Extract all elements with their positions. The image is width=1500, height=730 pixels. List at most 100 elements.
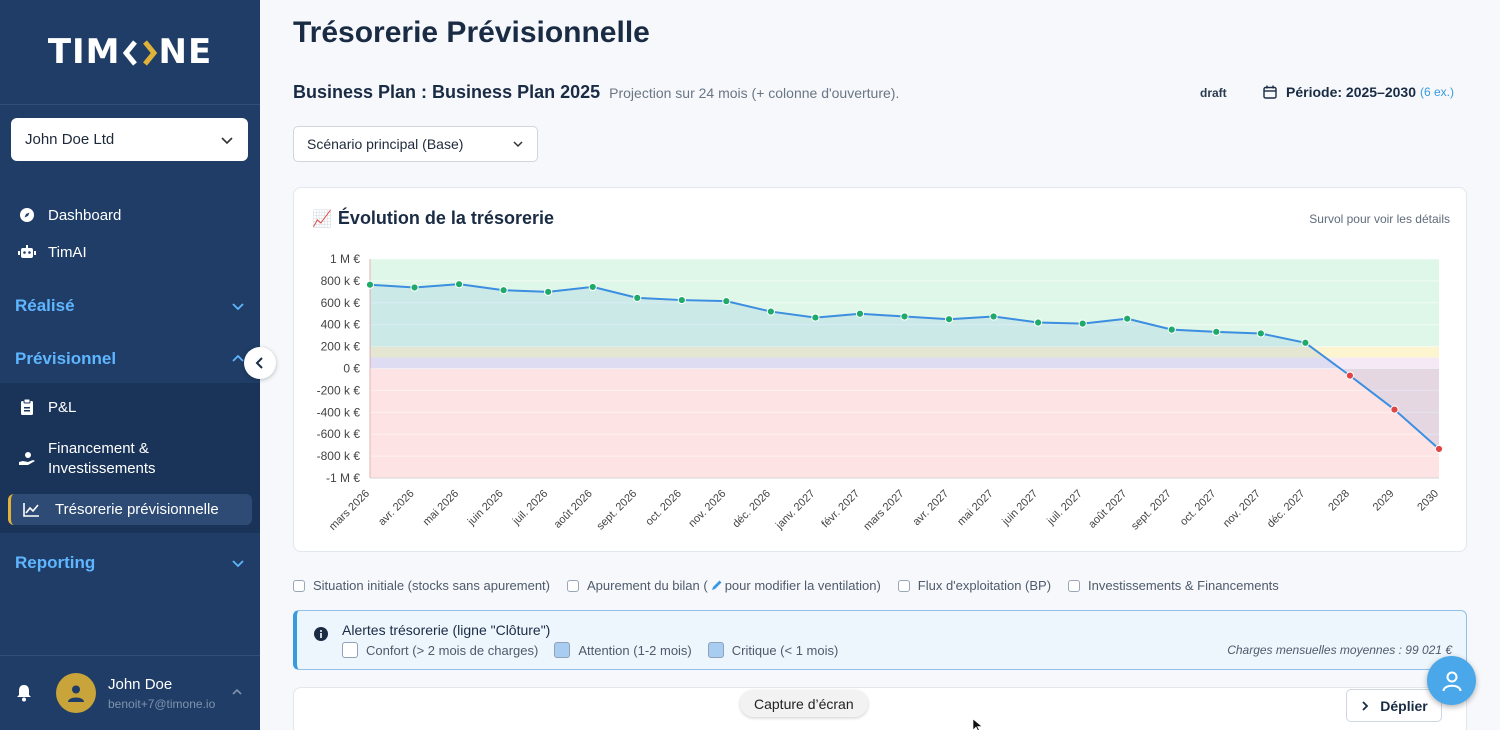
collapse-sidebar-button[interactable] [244, 347, 276, 379]
legend-critique[interactable]: Critique (< 1 mois) [707, 642, 839, 658]
status-badge: draft [1200, 86, 1227, 100]
filter-label-suffix: pour modifier la ventilation) [724, 578, 881, 593]
data-point[interactable] [1345, 371, 1355, 380]
data-point[interactable] [410, 283, 419, 292]
y-tick-label: -800 k € [317, 449, 361, 463]
filter-label: Investissements & Financements [1088, 578, 1279, 593]
pencil-icon[interactable] [710, 579, 723, 592]
expand-button[interactable]: Déplier [1346, 689, 1442, 722]
y-tick-label: 0 € [343, 362, 360, 376]
checkbox[interactable] [567, 579, 580, 592]
checkbox[interactable] [1068, 579, 1081, 592]
y-tick-label: 200 k € [321, 340, 361, 354]
filter-label: Situation initiale (stocks sans apuremen… [313, 578, 551, 593]
chevron-down-icon [513, 141, 523, 148]
filter-investissements[interactable]: Investissements & Financements [1068, 578, 1279, 593]
x-tick-label: mars 2026 [327, 488, 372, 533]
filter-label: Apurement du bilan ( [587, 578, 708, 593]
nav-tresorerie[interactable]: Trésorerie prévisionnelle [8, 494, 252, 525]
x-tick-label: 2028 [1326, 488, 1352, 514]
chevron-left-icon [255, 357, 263, 369]
data-point[interactable] [365, 280, 375, 289]
y-tick-label: 400 k € [321, 318, 361, 332]
x-tick-label: déc. 2026 [730, 488, 773, 531]
scenario-select[interactable]: Scénario principal (Base) [293, 126, 538, 162]
periode-indicator: Période: 2025–2030 (6 ex.) [1263, 84, 1454, 100]
nav-timai[interactable]: TimAI [0, 242, 260, 262]
filter-flux-exploitation[interactable]: Flux d'exploitation (BP) [897, 578, 1052, 593]
filter-situation-initiale[interactable]: Situation initiale (stocks sans apuremen… [293, 578, 550, 593]
scenario-selected: Scénario principal (Base) [307, 136, 464, 152]
logo-area: TIM NE [0, 0, 260, 105]
data-point[interactable] [766, 307, 775, 316]
section-previsionnel-label: Prévisionnel [15, 349, 117, 368]
alert-legend: Confort (> 2 mois de charges) Attention … [342, 642, 854, 658]
assistant-button[interactable] [1427, 656, 1476, 705]
data-point[interactable] [1078, 319, 1087, 328]
data-point[interactable] [1301, 338, 1310, 347]
legend-confort[interactable]: Confort (> 2 mois de charges) [342, 642, 538, 658]
nav-financement[interactable]: Financement & Investissements [0, 438, 260, 480]
x-tick-label: sept. 2027 [1129, 488, 1174, 533]
chart-title: 📈 Évolution de la trésorerie [312, 208, 554, 229]
data-point[interactable] [544, 287, 553, 296]
filter-apurement[interactable]: Apurement du bilan ( pour modifier la ve… [567, 578, 881, 593]
data-point[interactable] [1390, 405, 1399, 414]
nav-timai-label: TimAI [48, 243, 87, 261]
table-card [293, 687, 1467, 730]
nav-dashboard[interactable]: Dashboard [0, 205, 260, 225]
treasury-line-chart[interactable]: 1 M € 800 k € 600 k € 400 k € 200 k € 0 € -200… [294, 188, 1468, 553]
data-point[interactable] [677, 295, 686, 305]
x-tick-label: avr. 2026 [376, 488, 416, 528]
filter-checkboxes: Situation initiale (stocks sans apuremen… [293, 578, 1296, 593]
bell-icon[interactable] [16, 684, 32, 702]
mouse-cursor-icon [973, 719, 983, 730]
data-point[interactable] [1167, 325, 1176, 334]
section-reporting[interactable]: Reporting [0, 539, 260, 587]
data-point[interactable] [454, 280, 464, 289]
x-tick-label: nov. 2027 [1221, 488, 1263, 530]
y-tick-label: -200 k € [317, 383, 361, 397]
avatar[interactable] [56, 673, 96, 713]
legend-label: Critique (< 1 mois) [731, 642, 839, 658]
treasury-alert-panel: Alertes trésorerie (ligne "Clôture") Con… [293, 610, 1467, 670]
y-tick-label: -400 k € [317, 405, 361, 419]
robot-icon [18, 243, 36, 261]
section-previsionnel[interactable]: Prévisionnel [0, 335, 260, 383]
timone-logo: TIM NE [48, 32, 212, 72]
legend-attention[interactable]: Attention (1-2 mois) [554, 642, 692, 658]
data-point[interactable] [633, 293, 642, 302]
checkbox[interactable] [897, 579, 910, 592]
chevron-down-icon [221, 136, 233, 144]
section-realise[interactable]: Réalisé [0, 282, 260, 330]
chevron-up-icon[interactable] [231, 686, 243, 698]
data-point[interactable] [588, 282, 597, 292]
data-point[interactable] [1434, 444, 1444, 454]
data-point[interactable] [811, 313, 820, 322]
user-email: benoit+7@timone.io [108, 696, 216, 711]
data-point[interactable] [722, 297, 731, 306]
chevron-up-icon [232, 354, 244, 362]
data-point[interactable] [855, 309, 865, 318]
data-point[interactable] [944, 315, 954, 324]
company-select[interactable]: John Doe Ltd [11, 118, 248, 161]
nav-pl-label: P&L [48, 398, 77, 416]
logo-text-left: TIM [47, 32, 121, 72]
section-reporting-label: Reporting [15, 553, 96, 572]
chart-zone [370, 346, 1439, 358]
data-point[interactable] [1212, 327, 1221, 336]
series-area [370, 284, 1439, 449]
section-realise-label: Réalisé [15, 296, 75, 315]
data-point[interactable] [1256, 329, 1265, 338]
filter-label: Flux d'exploitation (BP) [917, 578, 1052, 593]
data-point[interactable] [1034, 318, 1043, 327]
periode-label: Période: 2025–2030 [1286, 84, 1416, 100]
nav-pl[interactable]: P&L [0, 397, 260, 417]
data-point[interactable] [900, 312, 909, 321]
data-point[interactable] [989, 312, 998, 321]
checkbox[interactable] [293, 579, 305, 592]
info-icon [314, 627, 328, 641]
data-point[interactable] [1123, 314, 1132, 323]
x-tick-label: 2030 [1415, 488, 1441, 514]
data-point[interactable] [499, 286, 508, 295]
